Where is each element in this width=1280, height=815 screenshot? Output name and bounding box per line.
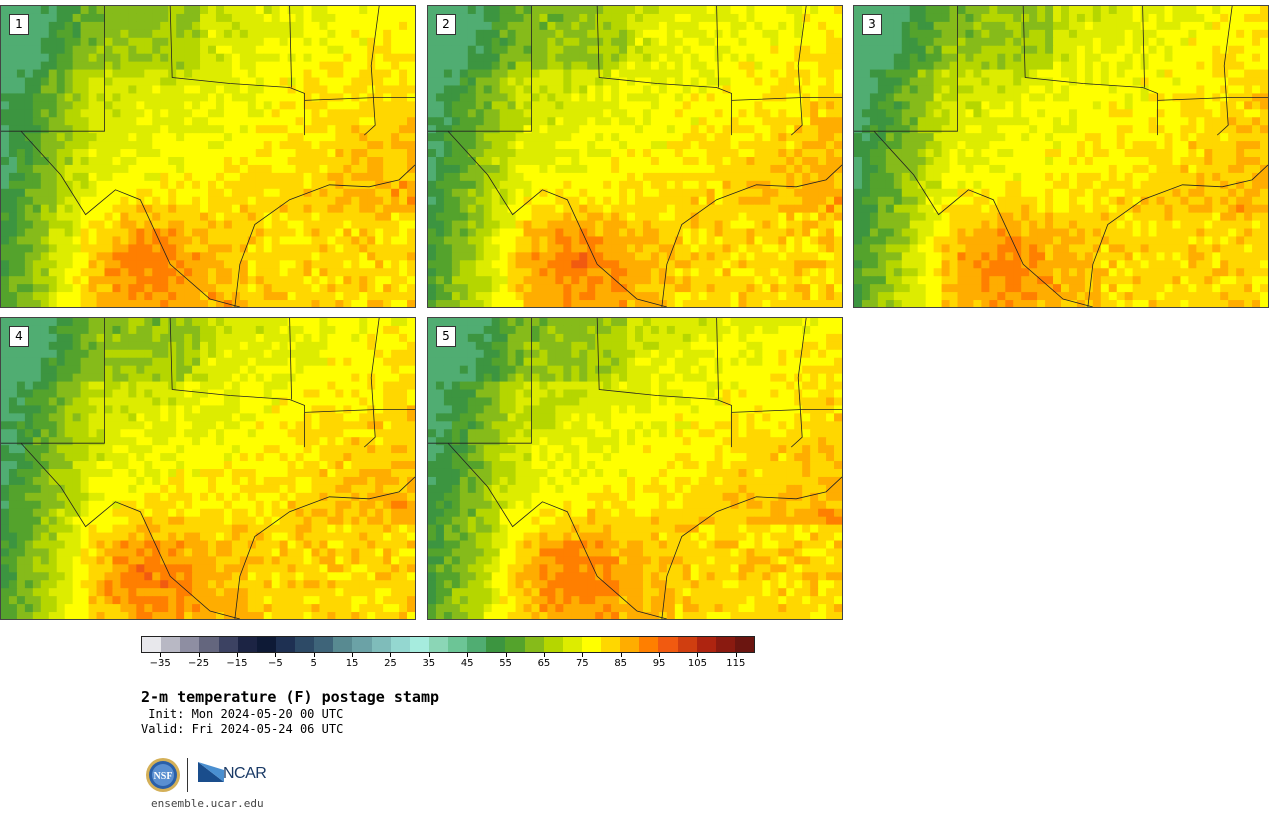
colorbar-swatch xyxy=(677,637,697,652)
colorbar-swatch xyxy=(295,637,315,652)
colorbar-tick-mark xyxy=(352,653,354,657)
colorbar-swatch xyxy=(486,637,506,652)
colorbar-ticks: −35 −25 −15 −5 5 15 25 35 45 55 65 75 85 95 105 115 xyxy=(141,653,755,673)
figure-title: 2-m temperature (F) postage stamp xyxy=(141,688,440,706)
colorbar-swatch xyxy=(562,637,582,652)
colorbar-tick-label: 45 xyxy=(460,658,474,669)
colorbar-tick-label: 75 xyxy=(575,658,589,669)
colorbar-tick-label: 35 xyxy=(422,658,436,669)
colorbar-swatch xyxy=(696,637,716,652)
colorbar-swatch xyxy=(620,637,640,652)
colorbar-tick-mark xyxy=(697,653,699,657)
colorbar-swatch xyxy=(715,637,735,652)
colorbar-swatch xyxy=(142,637,162,652)
member-label: 1 xyxy=(9,14,29,35)
colorbar-tick-mark xyxy=(236,653,238,657)
colorbar-tick-label: −15 xyxy=(226,658,248,669)
ncar-logo-icon xyxy=(198,762,224,782)
colorbar-swatch xyxy=(448,637,468,652)
colorbar-swatch xyxy=(601,637,621,652)
colorbar-tick-label: 15 xyxy=(345,658,359,669)
colorbar-swatch xyxy=(180,637,200,652)
nsf-logo-text: NSF xyxy=(154,771,173,782)
colorbar-tick-label: 55 xyxy=(499,658,512,669)
map-panel-3[interactable]: 3 xyxy=(853,5,1269,308)
colorbar-swatch xyxy=(409,637,429,652)
colorbar-swatch xyxy=(218,637,238,652)
valid-time: Valid: Fri 2024-05-24 06 UTC xyxy=(141,722,344,736)
colorbar-tick-label: −35 xyxy=(149,658,171,669)
colorbar-tick-mark xyxy=(735,653,737,657)
colorbar-tick-mark xyxy=(198,653,200,657)
map-panel-4[interactable]: 4 xyxy=(0,317,416,620)
temperature-field xyxy=(428,6,842,307)
temperature-field xyxy=(1,318,415,619)
map-panel-1[interactable]: 1 xyxy=(0,5,416,308)
temperature-field xyxy=(1,6,415,307)
colorbar-tick-label: 105 xyxy=(687,658,707,669)
colorbar-swatch xyxy=(467,637,487,652)
colorbar-swatch xyxy=(428,637,448,652)
member-label: 3 xyxy=(862,14,882,35)
colorbar-swatch xyxy=(524,637,544,652)
colorbar-tick-label: 115 xyxy=(726,658,746,669)
init-time: Init: Mon 2024-05-20 00 UTC xyxy=(141,707,344,721)
colorbar-tick-mark xyxy=(582,653,584,657)
colorbar-swatch xyxy=(505,637,525,652)
colorbar-swatch xyxy=(390,637,410,652)
colorbar-tick-label: 85 xyxy=(614,658,628,669)
map-panel-2[interactable]: 2 xyxy=(427,5,843,308)
colorbar-swatch xyxy=(543,637,563,652)
temperature-colorbar xyxy=(141,636,755,653)
colorbar-tick-mark xyxy=(160,653,162,657)
nsf-logo-icon: NSF xyxy=(146,758,180,792)
colorbar-tick-mark xyxy=(313,653,315,657)
colorbar-tick-mark xyxy=(390,653,392,657)
colorbar-swatch xyxy=(352,637,372,652)
colorbar-swatch xyxy=(333,637,353,652)
colorbar-swatch xyxy=(275,637,295,652)
colorbar-swatch xyxy=(581,637,601,652)
colorbar-tick-label: −5 xyxy=(267,658,283,669)
colorbar-swatch xyxy=(199,637,219,652)
ncar-logo-text: NCAR xyxy=(223,765,267,782)
member-label: 5 xyxy=(436,326,456,347)
colorbar-tick-label: 95 xyxy=(652,658,666,669)
colorbar-tick-label: 25 xyxy=(384,658,397,669)
colorbar-tick-mark xyxy=(620,653,622,657)
member-label: 4 xyxy=(9,326,29,347)
colorbar-swatch xyxy=(237,637,257,652)
map-panel-5[interactable]: 5 xyxy=(427,317,843,620)
colorbar-swatch xyxy=(734,637,754,652)
colorbar-tick-mark xyxy=(275,653,277,657)
logo-divider xyxy=(187,758,188,792)
colorbar-tick-label: 65 xyxy=(537,658,551,669)
colorbar-swatch xyxy=(256,637,276,652)
colorbar-tick-mark xyxy=(428,653,430,657)
temperature-field xyxy=(854,6,1268,307)
footer-url[interactable]: ensemble.ucar.edu xyxy=(151,797,264,810)
colorbar-tick-label: −25 xyxy=(188,658,210,669)
colorbar-tick-mark xyxy=(659,653,661,657)
colorbar-swatch xyxy=(658,637,678,652)
colorbar-tick-label: 5 xyxy=(310,658,317,669)
colorbar-swatch xyxy=(161,637,181,652)
colorbar-tick-mark xyxy=(505,653,507,657)
colorbar-swatch xyxy=(639,637,659,652)
member-label: 2 xyxy=(436,14,456,35)
colorbar-tick-mark xyxy=(467,653,469,657)
colorbar-swatch xyxy=(371,637,391,652)
temperature-field xyxy=(428,318,842,619)
colorbar-tick-mark xyxy=(543,653,545,657)
colorbar-swatch xyxy=(314,637,334,652)
